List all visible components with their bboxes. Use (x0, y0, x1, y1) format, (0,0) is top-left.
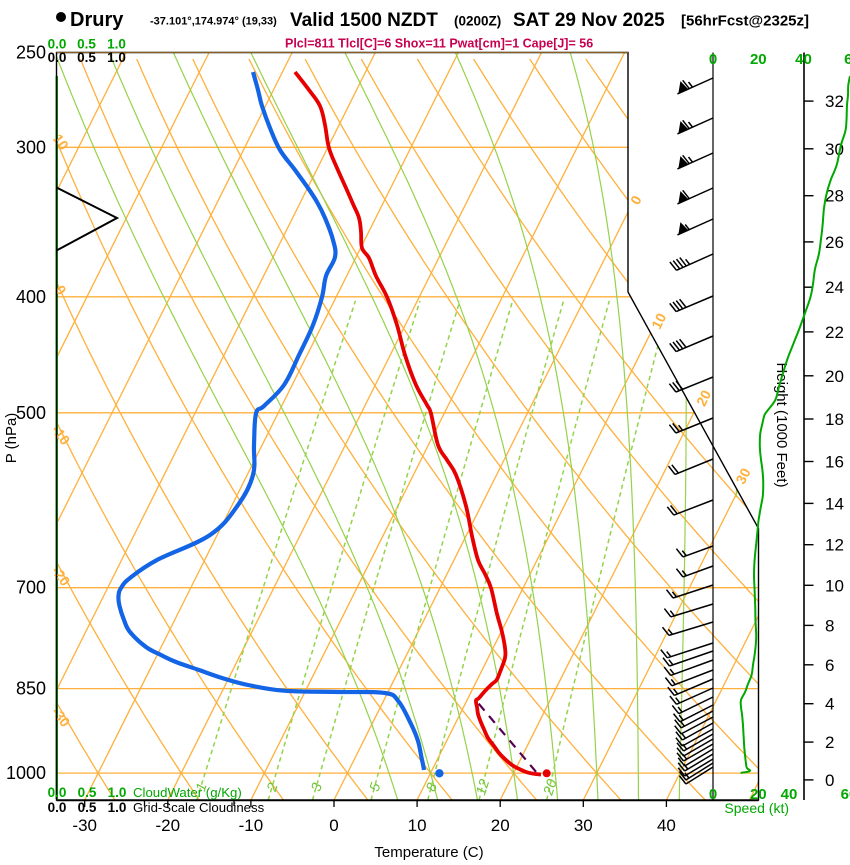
svg-text:-37.101°,174.974° (19,33): -37.101°,174.974° (19,33) (150, 16, 277, 28)
svg-text:32: 32 (825, 92, 844, 111)
svg-text:Drury: Drury (70, 9, 124, 31)
svg-text:(0200Z): (0200Z) (454, 14, 501, 29)
svg-text:22: 22 (825, 323, 844, 342)
svg-text:0.5: 0.5 (78, 785, 97, 800)
svg-text:4: 4 (825, 695, 834, 714)
svg-text:400: 400 (16, 287, 46, 307)
svg-text:40: 40 (657, 816, 676, 835)
svg-text:20: 20 (750, 51, 767, 68)
svg-text:12: 12 (472, 777, 492, 797)
svg-text:1.0: 1.0 (108, 800, 127, 815)
svg-text:-10: -10 (239, 816, 264, 835)
svg-text:10: 10 (825, 576, 844, 595)
svg-text:10: 10 (408, 816, 427, 835)
svg-text:500: 500 (16, 403, 46, 423)
svg-text:Speed (kt): Speed (kt) (724, 800, 789, 816)
svg-text:850: 850 (16, 679, 46, 699)
svg-text:20: 20 (825, 367, 844, 386)
svg-text:[56hrFcst@2325z]: [56hrFcst@2325z] (681, 13, 809, 30)
svg-text:12: 12 (825, 536, 844, 555)
svg-text:SAT 29 Nov 2025: SAT 29 Nov 2025 (513, 10, 665, 31)
svg-text:20: 20 (491, 816, 510, 835)
svg-text:30: 30 (574, 816, 593, 835)
svg-text:700: 700 (16, 578, 46, 598)
svg-text:-20: -20 (156, 816, 181, 835)
svg-text:1.0: 1.0 (107, 37, 126, 52)
svg-text:Valid 1500 NZDT: Valid 1500 NZDT (290, 10, 438, 31)
svg-text:30: 30 (732, 465, 753, 486)
svg-text:CloudWater (g/Kg): CloudWater (g/Kg) (133, 785, 242, 800)
svg-text:60: 60 (844, 51, 850, 68)
svg-text:P (hPa): P (hPa) (3, 413, 20, 464)
svg-text:24: 24 (825, 278, 844, 297)
svg-text:40: 40 (795, 51, 812, 68)
svg-text:1.0: 1.0 (107, 50, 126, 65)
svg-text:20: 20 (693, 387, 714, 408)
svg-text:40: 40 (781, 786, 798, 803)
svg-text:0: 0 (709, 51, 717, 68)
svg-text:14: 14 (825, 494, 844, 513)
svg-text:-30: -30 (72, 816, 97, 835)
svg-text:0: 0 (329, 816, 338, 835)
svg-text:8: 8 (825, 616, 834, 635)
svg-text:18: 18 (825, 410, 844, 429)
svg-text:10: 10 (648, 310, 669, 331)
svg-text:Temperature (C): Temperature (C) (374, 844, 483, 860)
svg-text:20: 20 (539, 777, 559, 798)
svg-text:0.0: 0.0 (48, 800, 67, 815)
svg-text:6: 6 (825, 656, 834, 675)
svg-text:0.0: 0.0 (48, 50, 67, 65)
svg-text:0: 0 (825, 771, 834, 790)
svg-text:16: 16 (825, 453, 844, 472)
svg-text:20: 20 (750, 786, 767, 803)
svg-text:300: 300 (16, 137, 46, 157)
svg-text:0.5: 0.5 (77, 37, 96, 52)
svg-text:250: 250 (16, 43, 46, 63)
svg-text:60: 60 (841, 786, 850, 803)
svg-text:0.5: 0.5 (77, 50, 96, 65)
svg-text:Plcl=811 Tlcl[C]=6 Shox=11 Pwa: Plcl=811 Tlcl[C]=6 Shox=11 Pwat[cm]=1 Ca… (285, 37, 593, 51)
svg-text:0: 0 (709, 786, 717, 803)
svg-text:28: 28 (825, 187, 844, 206)
svg-text:0.0: 0.0 (48, 785, 67, 800)
svg-text:0.5: 0.5 (78, 800, 97, 815)
svg-text:26: 26 (825, 233, 844, 252)
svg-text:1000: 1000 (6, 763, 46, 783)
svg-text:1.0: 1.0 (108, 785, 127, 800)
svg-text:2: 2 (825, 733, 834, 752)
svg-text:Grid-Scale Cloudiness: Grid-Scale Cloudiness (133, 800, 265, 815)
svg-text:0.0: 0.0 (48, 37, 67, 52)
